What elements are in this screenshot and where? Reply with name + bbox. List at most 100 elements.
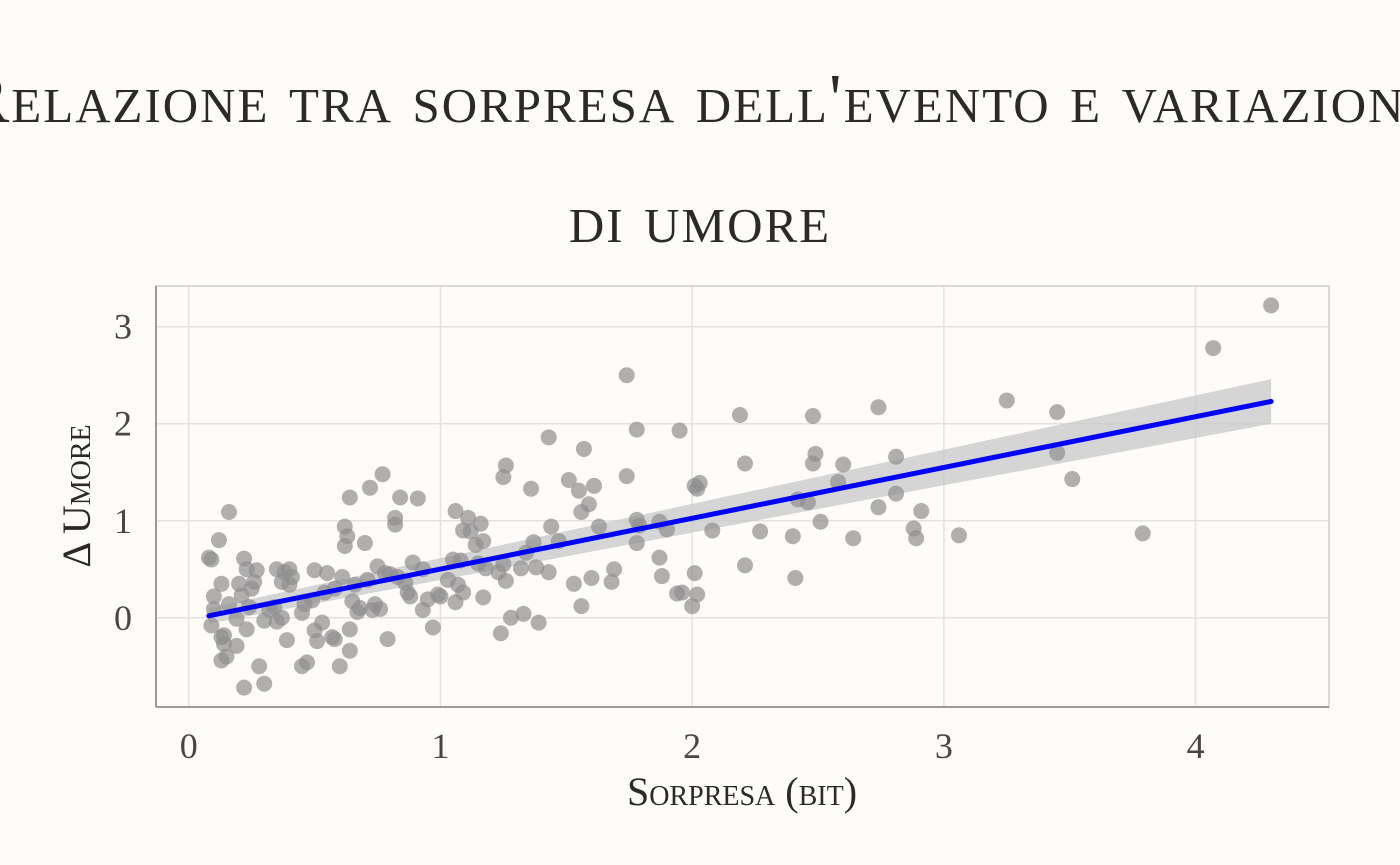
data-point-107 (477, 560, 494, 577)
data-point-133 (583, 569, 600, 586)
data-point-109 (492, 625, 509, 642)
data-point-4 (205, 588, 222, 605)
data-point-154 (689, 586, 706, 603)
data-point-105 (475, 589, 492, 606)
data-point-115 (512, 560, 529, 577)
data-point-72 (372, 601, 389, 618)
data-point-43 (299, 654, 316, 671)
data-point-1 (203, 551, 220, 568)
data-points-layer (200, 297, 1280, 696)
x-tick-label-3: 3 (935, 726, 953, 766)
regression-line (206, 398, 1274, 619)
data-point-36 (278, 632, 295, 649)
data-point-120 (528, 559, 545, 576)
data-point-135 (591, 518, 608, 535)
data-point-73 (374, 466, 391, 483)
data-point-59 (341, 642, 358, 659)
y-tick-label-1: 1 (114, 501, 132, 541)
data-point-27 (256, 675, 273, 692)
x-tick-label-1: 1 (431, 726, 449, 766)
data-point-161 (752, 523, 769, 540)
data-point-128 (570, 482, 587, 499)
x-tick-label-2: 2 (683, 726, 701, 766)
y-tick-label-0: 0 (114, 598, 132, 638)
data-point-160 (737, 557, 754, 574)
data-point-66 (356, 535, 373, 552)
data-point-94 (447, 503, 464, 520)
data-point-141 (628, 421, 645, 438)
data-point-134 (585, 477, 602, 494)
tick-labels-layer: 0 1 2 3 4 0 1 2 3 (114, 307, 1205, 766)
data-point-55 (334, 569, 351, 586)
x-axis-label: Sorpresa (bit) (627, 769, 857, 814)
data-point-60 (341, 621, 358, 638)
data-point-106 (475, 533, 492, 550)
data-point-80 (392, 489, 409, 506)
data-point-111 (495, 556, 512, 573)
data-point-178 (908, 530, 925, 547)
data-point-169 (812, 513, 829, 530)
data-point-150 (674, 584, 691, 601)
data-point-13 (220, 596, 237, 613)
data-point-138 (618, 367, 635, 384)
data-point-186 (1205, 340, 1222, 357)
data-point-39 (283, 569, 300, 586)
data-point-145 (651, 549, 668, 566)
x-tick-label-0: 0 (180, 726, 198, 766)
data-point-58 (339, 528, 356, 545)
data-point-26 (251, 658, 268, 675)
data-point-11 (218, 648, 235, 665)
data-point-53 (326, 631, 343, 648)
data-point-129 (573, 598, 590, 615)
data-point-114 (502, 609, 519, 626)
data-point-50 (319, 565, 336, 582)
data-point-172 (845, 530, 862, 547)
data-point-89 (424, 619, 441, 636)
data-point-19 (236, 679, 253, 696)
data-point-68 (361, 479, 378, 496)
data-point-179 (913, 503, 930, 520)
data-point-168 (807, 445, 824, 462)
data-point-20 (238, 621, 255, 638)
data-point-12 (220, 504, 237, 521)
data-point-158 (731, 407, 748, 424)
data-point-182 (1049, 404, 1066, 421)
data-point-75 (379, 631, 396, 648)
data-point-139 (618, 468, 635, 485)
data-point-165 (799, 494, 816, 511)
data-point-15 (228, 610, 245, 627)
data-point-180 (950, 527, 967, 544)
data-point-184 (1064, 471, 1081, 488)
data-point-176 (888, 448, 905, 465)
data-point-65 (351, 600, 368, 617)
data-point-2 (203, 617, 220, 634)
data-point-14 (228, 637, 245, 654)
data-point-116 (515, 605, 532, 622)
data-point-187 (1263, 297, 1280, 314)
data-point-98 (455, 584, 472, 601)
data-point-121 (530, 614, 547, 631)
data-point-140 (628, 535, 645, 552)
y-tick-label-3: 3 (114, 307, 132, 347)
data-point-5 (210, 532, 227, 549)
data-point-119 (525, 534, 542, 551)
x-tick-label-4: 4 (1187, 726, 1205, 766)
data-point-174 (870, 499, 887, 516)
data-point-118 (523, 480, 540, 497)
y-axis-label: Δ Umore (54, 424, 99, 567)
data-point-137 (606, 561, 623, 578)
data-point-104 (472, 515, 489, 532)
data-point-167 (804, 407, 821, 424)
data-point-54 (331, 658, 348, 675)
data-point-7 (213, 575, 230, 592)
data-point-34 (273, 609, 290, 626)
data-point-124 (543, 518, 560, 535)
data-point-157 (704, 522, 721, 539)
data-point-171 (835, 456, 852, 473)
data-point-126 (560, 472, 577, 489)
data-point-183 (1049, 444, 1066, 461)
data-point-127 (565, 575, 582, 592)
data-point-112 (497, 572, 514, 589)
